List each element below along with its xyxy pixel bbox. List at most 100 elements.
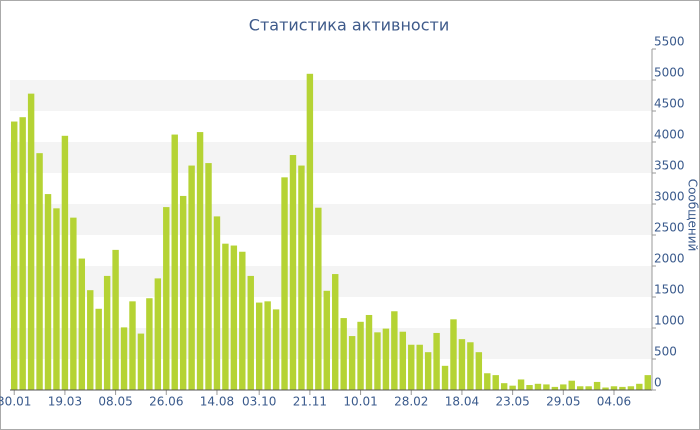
x-tick-label: 26.06 (149, 395, 183, 409)
grid-band (10, 204, 652, 235)
bar (636, 383, 643, 390)
bar (27, 93, 35, 390)
bar (146, 298, 153, 390)
x-tick-label: 04.06 (597, 395, 631, 409)
bar (163, 207, 170, 390)
bar (644, 375, 651, 390)
bar (95, 308, 102, 390)
bar (560, 384, 567, 390)
y-tick-label: 1500 (654, 283, 685, 297)
bar (289, 155, 297, 390)
x-tick-label: 19.03 (48, 395, 82, 409)
bar (526, 385, 533, 390)
bar (576, 386, 584, 390)
bar (36, 153, 43, 390)
bar (610, 386, 618, 390)
y-tick-label: 3500 (654, 159, 685, 173)
bar (87, 290, 94, 390)
bar (255, 302, 263, 390)
bar (602, 387, 609, 390)
bar (61, 135, 69, 390)
bar (78, 258, 86, 390)
x-tick-label: 10.01 (343, 395, 377, 409)
chart-title: Статистика активности (249, 16, 449, 35)
y-tick-label: 1000 (654, 314, 685, 328)
bar (627, 386, 635, 390)
bar (44, 194, 52, 390)
bar (374, 332, 381, 390)
grid-band (10, 80, 652, 111)
x-tick-label: 23.05 (495, 395, 529, 409)
x-tick-label: 18.04 (445, 395, 479, 409)
y-tick-label: 5500 (654, 35, 685, 49)
bar (19, 117, 26, 390)
bar (551, 386, 559, 390)
bar (120, 327, 128, 390)
bar (467, 342, 474, 390)
bar (213, 216, 221, 390)
bar (196, 132, 204, 390)
bar (517, 379, 525, 390)
bar (458, 339, 466, 390)
x-tick-label: 08.05 (98, 395, 132, 409)
bar (492, 375, 499, 390)
bar (424, 352, 432, 390)
bar (11, 121, 18, 390)
y-tick-label: 5000 (654, 66, 685, 80)
bar (416, 344, 423, 390)
bar (543, 384, 550, 390)
bar (205, 163, 212, 390)
bar (399, 331, 407, 390)
bar (391, 311, 398, 390)
bar (247, 275, 254, 390)
bar (222, 243, 229, 390)
bar (585, 386, 592, 390)
x-tick-label: 29.05 (546, 395, 580, 409)
bar (408, 344, 415, 390)
bar (332, 274, 339, 390)
bar (306, 73, 314, 391)
bar (129, 301, 136, 390)
x-tick-label: 28.02 (394, 395, 428, 409)
bar (340, 318, 347, 390)
y-tick-label: 500 (654, 345, 677, 359)
bar (450, 319, 457, 390)
bar (433, 332, 440, 390)
bar (619, 386, 626, 390)
bar (509, 385, 516, 390)
x-tick-label: 21.11 (293, 395, 327, 409)
x-tick-label: 03.10 (242, 395, 276, 409)
bar (53, 208, 60, 390)
bar (264, 301, 271, 390)
bar (534, 383, 542, 390)
x-tick-label: 30.01 (0, 395, 31, 409)
bar (137, 333, 145, 390)
bar (323, 290, 330, 390)
y-axis-label: Сообщений (686, 179, 700, 252)
bar (171, 134, 178, 390)
bar (239, 251, 246, 390)
y-tick-label: 2000 (654, 252, 685, 266)
bar (154, 278, 162, 390)
bar (70, 217, 77, 390)
y-tick-label: 4000 (654, 128, 685, 142)
bar (188, 165, 195, 390)
y-tick-label: 2500 (654, 221, 685, 235)
grid-band (10, 142, 652, 173)
bar (365, 314, 373, 390)
bar (348, 336, 356, 390)
bar (230, 245, 238, 390)
bar (357, 321, 364, 390)
bar (441, 365, 449, 390)
bar (179, 195, 187, 390)
bar (298, 165, 305, 390)
bar (568, 380, 575, 390)
bar (315, 207, 322, 390)
bar (112, 249, 119, 390)
bar (500, 383, 508, 390)
bar (484, 373, 491, 390)
y-tick-label: 3000 (654, 190, 685, 204)
bar (475, 352, 483, 390)
bar (281, 177, 288, 390)
